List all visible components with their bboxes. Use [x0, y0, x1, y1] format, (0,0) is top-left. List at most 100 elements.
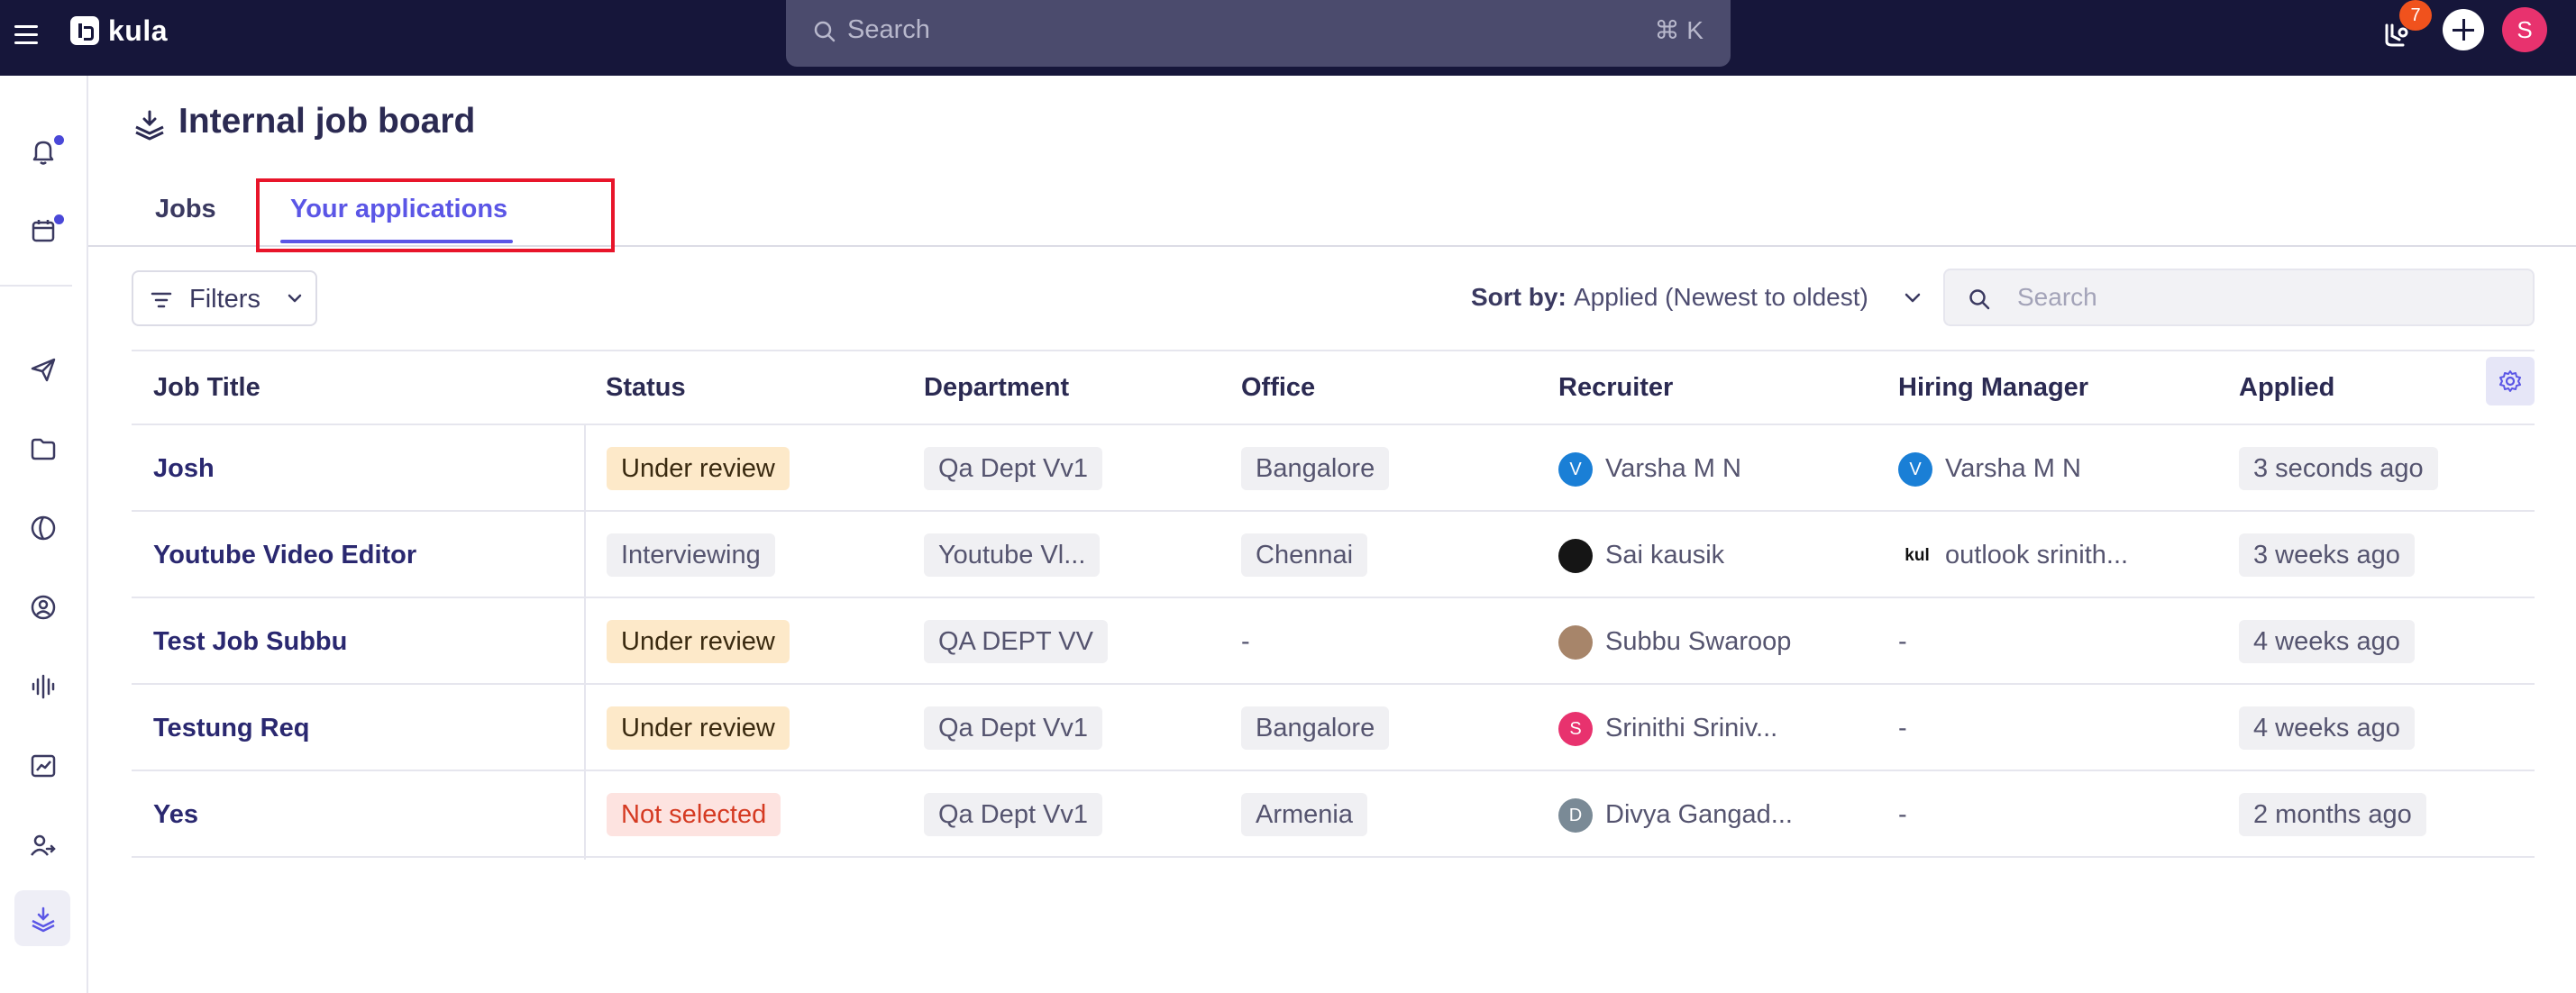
- sidebar-item-calendar[interactable]: [14, 202, 70, 258]
- recruiter-name: Divya Gangad...: [1605, 800, 1793, 829]
- applied-date: 3 seconds ago: [2239, 447, 2438, 490]
- user-circle-icon: [31, 595, 56, 620]
- department-tag: QA DEPT VV: [924, 620, 1108, 663]
- column-header-job-title[interactable]: Job Title: [153, 373, 260, 402]
- sidebar: [0, 76, 88, 993]
- sidebar-item-folder[interactable]: [14, 420, 70, 476]
- office-empty: -: [1241, 627, 1250, 656]
- office-tag: Chennai: [1241, 533, 1368, 577]
- search-icon: [814, 21, 836, 42]
- hiring-manager-empty: -: [1898, 627, 1907, 656]
- notification-badge[interactable]: 7: [2399, 0, 2432, 31]
- create-button[interactable]: [2443, 9, 2484, 50]
- sidebar-item-moon[interactable]: [14, 499, 70, 555]
- sort-label: Sort by:: [1471, 283, 1567, 311]
- global-search[interactable]: Search ⌘ K: [786, 0, 1731, 67]
- job-title-link[interactable]: Testung Req: [153, 714, 310, 742]
- moon-icon: [31, 515, 56, 541]
- status-badge: Under review: [607, 447, 790, 490]
- column-header-recruiter[interactable]: Recruiter: [1558, 373, 1674, 402]
- recruiter-avatar: V: [1558, 452, 1593, 487]
- job-board-icon: [32, 906, 55, 933]
- recruiter-avatar: D: [1558, 798, 1593, 833]
- sidebar-item-recordings[interactable]: [14, 658, 70, 714]
- job-title-link[interactable]: Youtube Video Editor: [153, 541, 417, 569]
- menu-icon[interactable]: [14, 20, 41, 56]
- applied-date: 3 weeks ago: [2239, 533, 2415, 577]
- table-row[interactable]: Youtube Video Editor Interviewing Youtub…: [132, 512, 2535, 598]
- job-title-link[interactable]: Josh: [153, 454, 215, 483]
- hiring-manager-name: Varsha M N: [1945, 454, 2081, 483]
- chart-icon: [31, 754, 56, 778]
- unread-dot: [54, 214, 64, 224]
- tab-jobs[interactable]: Jobs: [155, 195, 216, 223]
- office-tag: Bangalore: [1241, 447, 1390, 490]
- hiring-manager-avatar: V: [1898, 452, 1932, 487]
- column-divider: [584, 425, 586, 860]
- user-avatar[interactable]: S: [2502, 7, 2547, 52]
- hiring-manager-empty: -: [1898, 800, 1907, 829]
- tab-your-applications[interactable]: Your applications: [290, 195, 508, 223]
- status-badge: Not selected: [607, 793, 781, 836]
- referral-icon[interactable]: [2380, 14, 2416, 50]
- department-tag: Youtube Vl...: [924, 533, 1101, 577]
- gear-icon: [2499, 370, 2521, 392]
- column-header-department[interactable]: Department: [924, 373, 1070, 402]
- table-row[interactable]: Testung Req Under review Qa Dept Vv1 Ban…: [132, 685, 2535, 771]
- filter-icon: [151, 292, 172, 308]
- filters-label: Filters: [189, 285, 260, 314]
- table-row[interactable]: Test Job Subbu Under review QA DEPT VV -…: [132, 598, 2535, 685]
- applied-date: 2 months ago: [2239, 793, 2426, 836]
- job-board-icon: [135, 110, 164, 141]
- recruiter-avatar: S: [1558, 712, 1593, 746]
- sidebar-item-job-board[interactable]: [14, 890, 70, 946]
- recruiter-avatar: [1558, 539, 1593, 573]
- hiring-manager-avatar: kul: [1898, 539, 1936, 573]
- chevron-down-icon[interactable]: [1902, 287, 1923, 308]
- table-search-input[interactable]: [2017, 279, 2504, 315]
- table-search[interactable]: [1943, 269, 2535, 326]
- sidebar-item-reports[interactable]: [14, 737, 70, 793]
- global-search-placeholder: Search: [847, 15, 930, 44]
- status-badge: Under review: [607, 620, 790, 663]
- sidebar-item-profile[interactable]: [14, 578, 70, 634]
- recruiter-avatar: [1558, 625, 1593, 660]
- department-tag: Qa Dept Vv1: [924, 447, 1103, 490]
- department-tag: Qa Dept Vv1: [924, 793, 1103, 836]
- applied-date: 4 weeks ago: [2239, 620, 2415, 663]
- department-tag: Qa Dept Vv1: [924, 706, 1103, 750]
- page-title: Internal job board: [178, 102, 476, 141]
- table-row[interactable]: Josh Under review Qa Dept Vv1 Bangalore …: [132, 425, 2535, 512]
- audio-wave-icon: [32, 674, 55, 699]
- app-name[interactable]: kula: [108, 14, 169, 47]
- status-badge: Under review: [607, 706, 790, 750]
- tab-bar: Jobs Your applications: [88, 177, 2576, 247]
- folder-icon: [31, 438, 56, 460]
- sidebar-item-people[interactable]: [14, 816, 70, 872]
- column-header-office[interactable]: Office: [1241, 373, 1316, 402]
- table-settings-button[interactable]: [2486, 357, 2535, 405]
- search-shortcut: ⌘ K: [1654, 16, 1704, 44]
- sidebar-item-notifications[interactable]: [14, 123, 70, 178]
- office-tag: Armenia: [1241, 793, 1367, 836]
- filters-button[interactable]: Filters: [132, 270, 317, 326]
- recruiter-name: Varsha M N: [1605, 454, 1741, 483]
- sort-dropdown[interactable]: Applied (Newest to oldest): [1574, 283, 1868, 311]
- send-icon: [31, 358, 56, 382]
- column-header-hiring-manager[interactable]: Hiring Manager: [1898, 373, 2089, 402]
- kula-logo-icon[interactable]: [70, 16, 99, 45]
- job-title-link[interactable]: Yes: [153, 800, 198, 829]
- highlight-box: [256, 178, 615, 252]
- recruiter-name: Srinithi Sriniv...: [1605, 714, 1778, 742]
- hiring-manager-empty: -: [1898, 714, 1907, 742]
- recruiter-name: Sai kausik: [1605, 541, 1725, 569]
- column-header-applied[interactable]: Applied: [2239, 373, 2335, 402]
- status-badge: Interviewing: [607, 533, 775, 577]
- recruiter-name: Subbu Swaroop: [1605, 627, 1792, 656]
- table-row[interactable]: Yes Not selected Qa Dept Vv1 Armenia D D…: [132, 771, 2535, 858]
- job-title-link[interactable]: Test Job Subbu: [153, 627, 348, 656]
- chevron-down-icon: [288, 294, 302, 303]
- column-header-status[interactable]: Status: [606, 373, 686, 402]
- sidebar-item-send[interactable]: [14, 341, 70, 396]
- users-icon: [31, 834, 56, 856]
